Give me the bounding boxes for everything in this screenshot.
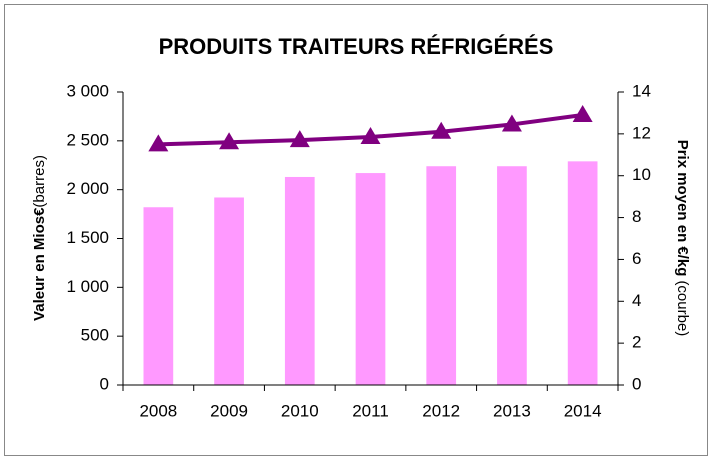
y2-axis-label-note: (courbe) (674, 280, 691, 336)
marker (148, 134, 169, 152)
marker (431, 121, 452, 139)
y-tick-label: 1 500 (66, 228, 109, 247)
marker (501, 114, 522, 132)
bar (355, 173, 386, 385)
bar (426, 166, 457, 385)
marker (219, 132, 240, 150)
y2-tick-label: 12 (632, 123, 651, 142)
marker (289, 130, 310, 148)
bar (497, 166, 527, 385)
x-tick-label: 2010 (281, 401, 319, 420)
marker (572, 105, 593, 123)
bar (284, 176, 315, 385)
chart-title: PRODUITS TRAITEURS RÉFRIGÉRÉS (159, 34, 554, 59)
y-axis-label: Valeur en Mios€(barres) (31, 155, 48, 321)
bar (567, 161, 598, 385)
y2-tick-label: 10 (632, 165, 651, 184)
y2-axis-label-main: Prix moyen en €/kg (674, 140, 691, 277)
bar (143, 207, 174, 385)
y-axis-label-note: (barres) (31, 155, 48, 208)
y-tick-label: 2 500 (66, 130, 109, 149)
x-tick-label: 2013 (493, 401, 531, 420)
y-tick-label: 3 000 (66, 81, 109, 100)
y2-tick-label: 6 (632, 249, 641, 268)
y2-tick-label: 14 (632, 81, 651, 100)
x-tick-label: 2011 (352, 401, 389, 420)
y2-tick-label: 2 (632, 333, 641, 352)
x-tick-label: 2012 (422, 401, 460, 420)
y2-tick-label: 0 (632, 374, 641, 393)
x-tick-label: 2008 (139, 401, 177, 420)
bar (214, 197, 244, 385)
x-tick-label: 2009 (210, 401, 248, 420)
y-tick-label: 1 000 (66, 277, 109, 296)
x-tick-label: 2014 (564, 401, 602, 420)
y2-tick-label: 4 (632, 291, 641, 310)
y-tick-label: 500 (81, 326, 109, 345)
y-tick-label: 2 000 (66, 179, 109, 198)
y2-tick-label: 8 (632, 207, 641, 226)
marker (360, 126, 381, 144)
y2-axis-label: Prix moyen en €/kg (courbe) (674, 140, 691, 337)
y-axis-label-main: Valeur en Mios€ (31, 207, 48, 321)
y-tick-label: 0 (100, 374, 109, 393)
